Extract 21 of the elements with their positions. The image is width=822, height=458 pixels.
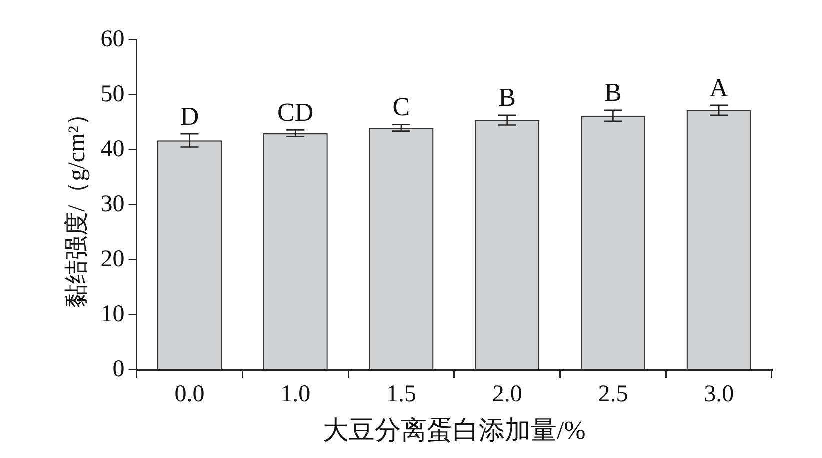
x-tick-label: 3.0 bbox=[704, 382, 734, 408]
annotation: C bbox=[392, 92, 410, 122]
y-tick-label: 0 bbox=[112, 356, 125, 382]
x-tick-label: 1.5 bbox=[386, 382, 416, 408]
annotation: B bbox=[604, 78, 622, 108]
x-tick-label: 1.0 bbox=[280, 382, 311, 408]
x-tick-label: 2.5 bbox=[598, 382, 628, 408]
x-axis-title: 大豆分离蛋白添加量/% bbox=[322, 416, 586, 446]
y-tick-label: 30 bbox=[100, 191, 125, 218]
y-axis-title: 黏结强度/（g/cm²） bbox=[64, 102, 91, 308]
y-tick-label: 20 bbox=[100, 246, 125, 272]
x-tick-label: 0.0 bbox=[174, 382, 205, 408]
y-tick-label: 60 bbox=[100, 26, 125, 52]
y-tick-label: 50 bbox=[100, 81, 125, 108]
y-tick-label: 40 bbox=[100, 136, 125, 162]
annotation: A bbox=[710, 73, 729, 102]
x-tick-label: 2.0 bbox=[492, 382, 522, 408]
y-tick-label: 10 bbox=[100, 301, 125, 328]
annotation: B bbox=[498, 83, 516, 112]
annotation: D bbox=[180, 102, 200, 131]
annotation: CD bbox=[278, 98, 314, 128]
